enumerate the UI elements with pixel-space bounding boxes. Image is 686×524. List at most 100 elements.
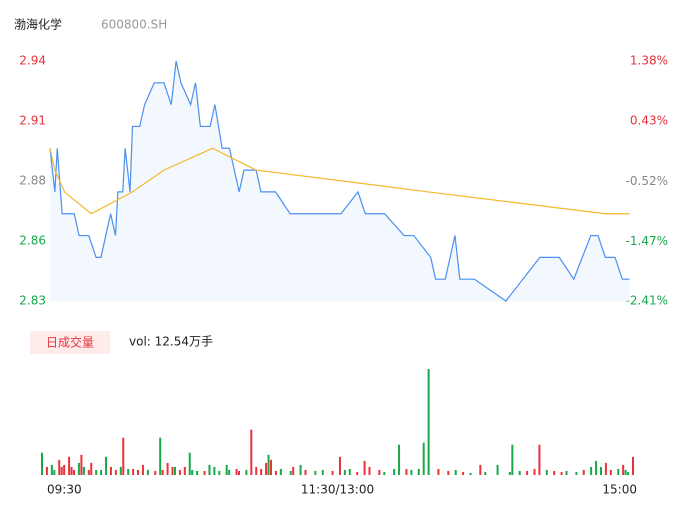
volume-bar: [405, 468, 408, 475]
volume-bar: [225, 464, 228, 475]
volume-bar: [321, 469, 324, 475]
y2-tick-label: 1.38%: [630, 54, 668, 68]
volume-bar: [45, 466, 48, 475]
volume-bar: [511, 444, 514, 475]
volume-bar: [356, 471, 359, 475]
volume-bar: [208, 464, 211, 475]
volume-bar: [127, 468, 130, 475]
volume-bar: [68, 456, 71, 475]
volume-bar: [161, 469, 164, 475]
volume-bar: [632, 456, 634, 475]
volume-bar: [53, 469, 56, 475]
volume-bar: [289, 470, 292, 475]
volume-bar: [235, 468, 238, 475]
y-tick-label: 2.91: [19, 114, 46, 128]
volume-bar: [95, 469, 98, 475]
volume-bar: [70, 466, 73, 475]
x-tick-label: 09:30: [47, 483, 82, 497]
volume-bar: [114, 469, 117, 475]
y2-tick-label: 0.43%: [630, 114, 668, 128]
volume-bar: [154, 470, 157, 475]
volume-label: 日成交量: [46, 335, 94, 350]
price-line: [49, 60, 630, 302]
volume-bar: [348, 468, 351, 475]
volume-bar: [255, 466, 258, 475]
volume-bar: [609, 469, 612, 475]
volume-bar: [132, 468, 135, 475]
volume-bar: [526, 470, 529, 475]
volume-bar: [582, 469, 585, 475]
y-tick-label: 2.83: [19, 294, 46, 308]
volume-bar: [260, 468, 263, 475]
volume-bar: [545, 469, 548, 475]
volume-bar: [279, 468, 282, 475]
volume-bar: [82, 466, 85, 475]
volume-bar: [213, 466, 216, 475]
volume-bar: [250, 429, 253, 475]
volume-bar: [417, 468, 420, 475]
volume-bar: [462, 471, 465, 475]
volume-bar: [595, 460, 598, 475]
volume-bar: [270, 459, 273, 475]
volume-bar: [469, 472, 472, 475]
volume-bar: [171, 466, 174, 475]
y-tick-label: 2.86: [19, 234, 46, 248]
volume-bar: [218, 470, 221, 475]
volume-bar: [575, 471, 578, 475]
volume-bar: [122, 437, 125, 475]
price-area: [50, 61, 630, 301]
volume-bar: [410, 469, 413, 475]
volume-bar: [203, 470, 206, 475]
average-line: [49, 147, 630, 215]
volume-bar: [560, 471, 563, 475]
volume-bar: [105, 456, 108, 475]
volume-bar: [166, 462, 169, 475]
volume-bar: [484, 471, 487, 475]
volume-bar: [604, 462, 607, 475]
volume-bar: [393, 468, 396, 475]
volume-bar: [238, 470, 240, 475]
volume-bar: [87, 469, 90, 475]
volume-bar: [173, 466, 176, 475]
y-tick-label: 2.88: [19, 174, 46, 188]
x-tick-label: 15:00: [602, 483, 637, 497]
volume-bar: [447, 470, 450, 475]
volume-bar: [178, 469, 181, 475]
volume-label-box: [30, 331, 110, 354]
volume-bar: [41, 452, 43, 475]
volume-bar: [63, 464, 66, 475]
x-tick-label: 11:30/13:00: [301, 483, 374, 497]
volume-bar: [100, 469, 103, 475]
volume-bar: [267, 454, 270, 475]
volume-bar: [363, 460, 366, 475]
volume-bar: [565, 470, 568, 475]
volume-bar: [599, 466, 602, 475]
volume-bar: [437, 468, 440, 475]
volume-bar: [617, 468, 620, 475]
volume-bar: [331, 470, 334, 475]
volume-bar: [73, 469, 76, 475]
volume-bar: [196, 470, 199, 475]
volume-bar: [496, 464, 499, 475]
volume-bar: [304, 469, 307, 475]
volume-bar: [479, 464, 482, 475]
y2-tick-label: -1.47%: [626, 234, 668, 248]
volume-bar: [454, 469, 457, 475]
volume-bar: [274, 470, 277, 475]
volume-bar: [245, 469, 248, 475]
volume-bar: [265, 462, 268, 475]
volume-bar: [368, 466, 371, 475]
volume-bar: [624, 469, 627, 475]
volume-bar: [119, 466, 122, 475]
volume-bar: [188, 452, 191, 475]
volume-bar: [77, 462, 80, 475]
volume-bar: [299, 464, 302, 475]
volume-bar: [533, 468, 536, 475]
volume-bar: [508, 471, 511, 475]
volume-bar: [538, 444, 541, 475]
volume-bar: [378, 469, 381, 475]
volume-bar: [314, 470, 317, 475]
volume-bar: [228, 469, 231, 475]
